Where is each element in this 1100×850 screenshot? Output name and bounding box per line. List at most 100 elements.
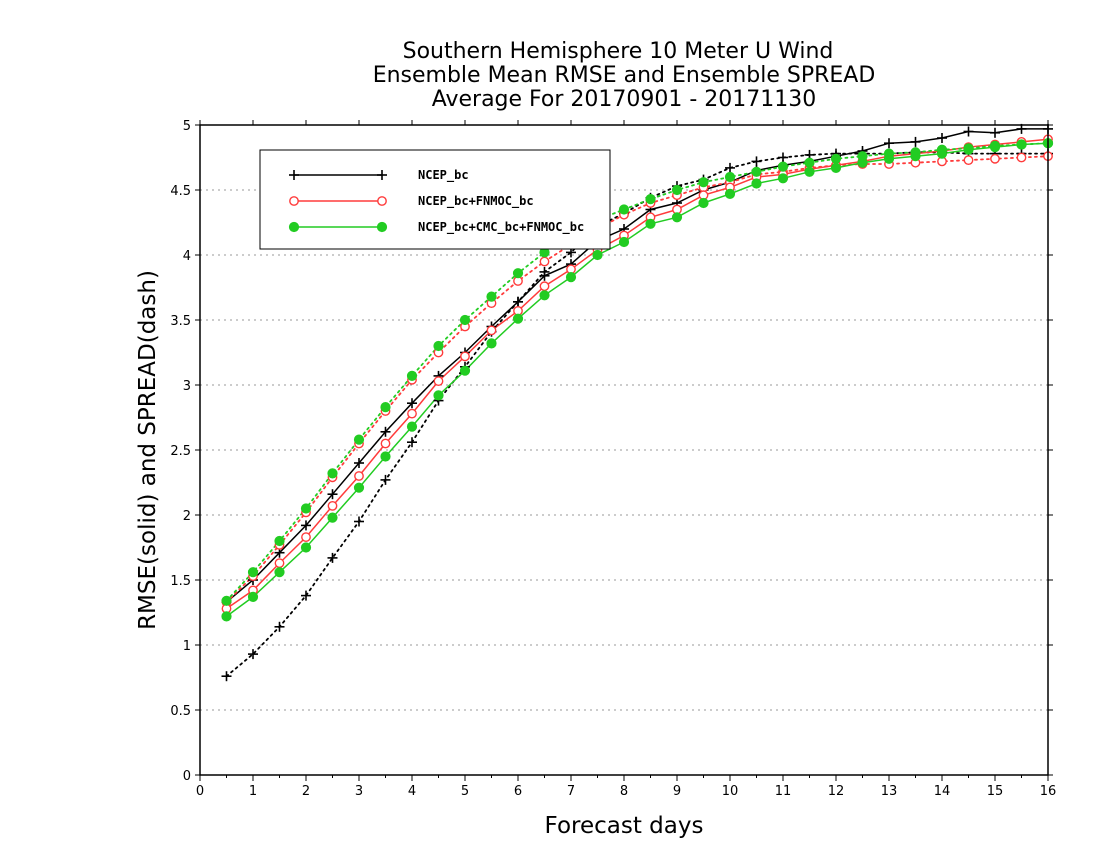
y-tick-label: 4 <box>183 249 191 264</box>
series-ncep-bc-cmc-bc-fnmoc-bc-spread-point <box>486 291 497 302</box>
series-ncep-bc-cmc-bc-fnmoc-bc-rmse-point <box>936 148 948 159</box>
series-ncep-bc-cmc-bc-fnmoc-bc-rmse-point <box>883 153 895 164</box>
series-ncep-bc-fnmoc-bc-spread-point <box>963 155 974 166</box>
series-ncep-bc-cmc-bc-fnmoc-bc-rmse-point <box>433 390 444 401</box>
series-ncep-bc-cmc-bc-fnmoc-bc-rmse-point <box>512 313 524 324</box>
y-tick-label: 0.5 <box>170 704 191 719</box>
x-tick-label: 14 <box>934 784 951 799</box>
axis-ticks: 00.511.522.533.544.550 1 2 3 4 5 6 7 8 9 10 11 12 13 1… <box>170 119 1056 799</box>
series-ncep-bc-fnmoc-bc-rmse-point <box>539 281 550 292</box>
series-ncep-bc-cmc-bc-fnmoc-bc-spread-point <box>459 314 471 326</box>
x-tick-label: 0 <box>196 784 204 799</box>
series-ncep-bc-cmc-bc-fnmoc-bc-rmse-point <box>724 188 736 199</box>
series-ncep-bc-cmc-bc-fnmoc-bc-rmse-point <box>618 236 630 248</box>
series-ncep-bc-cmc-bc-fnmoc-bc-spread-point <box>274 535 285 547</box>
series-ncep-bc-rmse-point <box>937 133 947 143</box>
series-ncep-bc-spread-point <box>274 621 285 632</box>
series-ncep-bc-cmc-bc-fnmoc-bc-rmse-point <box>1016 139 1027 150</box>
series-ncep-bc-fnmoc-bc-rmse-point <box>301 532 311 542</box>
series-ncep-bc-cmc-bc-fnmoc-bc-spread-point <box>618 204 630 215</box>
legend-marker <box>377 196 387 206</box>
series-ncep-bc-cmc-bc-fnmoc-bc-rmse-point <box>459 365 471 376</box>
series-ncep-bc-cmc-bc-fnmoc-bc-rmse-point <box>989 142 1001 153</box>
y-tick-label: 4.5 <box>170 184 191 199</box>
series-ncep-bc-rmse-point <box>910 136 921 147</box>
grid-lines <box>200 189 1048 711</box>
x-tick-label: 16 <box>1040 784 1057 799</box>
series-ncep-bc-cmc-bc-fnmoc-bc-spread-point <box>512 268 524 279</box>
x-tick-label: 4 <box>408 784 416 799</box>
series-ncep-bc-spread-point <box>301 590 311 601</box>
series-ncep-bc-cmc-bc-fnmoc-bc-rmse-point <box>486 338 497 349</box>
series-ncep-bc-cmc-bc-fnmoc-bc-spread-point <box>221 595 232 606</box>
series-ncep-bc-cmc-bc-fnmoc-bc-spread-point <box>433 340 444 352</box>
series-ncep-bc-fnmoc-bc-rmse-point <box>407 408 417 419</box>
x-tick-label: 6 <box>514 784 522 799</box>
series-ncep-bc-cmc-bc-fnmoc-bc-rmse-point <box>380 451 391 462</box>
y-tick-label: 5 <box>183 119 191 134</box>
legend-marker <box>288 221 300 233</box>
legend-marker <box>377 170 387 180</box>
series-ncep-bc-cmc-bc-fnmoc-bc-rmse-point <box>592 249 603 261</box>
x-tick-label: 9 <box>673 784 681 799</box>
x-tick-label: 5 <box>461 784 469 799</box>
series-ncep-bc-fnmoc-bc-spread-point <box>1016 152 1027 163</box>
series-ncep-bc-cmc-bc-fnmoc-bc-spread-point <box>724 171 736 183</box>
legend-marker <box>376 221 388 233</box>
series-ncep-bc-cmc-bc-fnmoc-bc-spread-point <box>751 166 762 177</box>
series-ncep-bc-cmc-bc-fnmoc-bc-spread-point <box>406 370 418 381</box>
x-tick-label: 7 <box>567 784 575 799</box>
legend-label: NCEP_bc+FNMOC_bc <box>418 194 534 209</box>
x-axis-label: Forecast days <box>545 813 704 839</box>
legend-entry: NCEP_bc+CMC_bc+FNMOC_bc <box>288 220 584 235</box>
series-ncep-bc-rmse-point <box>301 520 311 531</box>
series-ncep-bc-cmc-bc-fnmoc-bc-rmse-point <box>221 611 232 622</box>
x-tick-label: 11 <box>775 784 792 799</box>
series-ncep-bc-cmc-bc-fnmoc-bc-rmse-point <box>645 218 656 229</box>
legend-label: NCEP_bc+CMC_bc+FNMOC_bc <box>418 220 584 235</box>
series-ncep-bc-fnmoc-bc-rmse-point <box>460 351 470 362</box>
series-ncep-bc-spread-point <box>354 516 364 527</box>
x-tick-label: 13 <box>881 784 898 799</box>
series-ncep-bc-cmc-bc-fnmoc-bc-rmse-point <box>406 421 418 432</box>
series-ncep-bc-cmc-bc-fnmoc-bc-rmse-point <box>830 162 842 173</box>
x-tick-label: 3 <box>355 784 363 799</box>
series-ncep-bc-fnmoc-bc-rmse-point <box>354 471 364 481</box>
series-ncep-bc-fnmoc-bc-spread-point <box>990 153 1000 164</box>
chart-title-line-1: Southern Hemisphere 10 Meter U Wind <box>403 39 834 64</box>
series-ncep-bc-cmc-bc-fnmoc-bc-rmse-point <box>857 157 868 168</box>
series-ncep-bc-cmc-bc-fnmoc-bc-rmse-point <box>353 482 365 493</box>
y-tick-label: 1.5 <box>170 574 191 589</box>
series-ncep-bc-rmse-point <box>884 138 894 149</box>
series-ncep-bc-cmc-bc-fnmoc-bc-spread-point <box>698 177 709 188</box>
series-ncep-bc-rmse-point <box>354 458 364 468</box>
series-ncep-bc-rmse-point <box>513 296 523 307</box>
series-ncep-bc-cmc-bc-fnmoc-bc-spread-point <box>353 434 365 445</box>
series-ncep-bc-rmse-point <box>327 489 338 500</box>
series-ncep-bc-spread-point <box>751 156 762 167</box>
y-tick-label: 0 <box>183 769 191 784</box>
series-ncep-bc-cmc-bc-fnmoc-bc-spread-point <box>300 503 312 514</box>
x-tick-label: 8 <box>620 784 628 799</box>
series-ncep-bc-cmc-bc-fnmoc-bc-rmse-point <box>777 173 789 184</box>
series-ncep-bc-rmse-point <box>963 126 974 137</box>
x-tick-label: 12 <box>828 784 845 799</box>
series-ncep-bc-cmc-bc-fnmoc-bc-spread-point <box>327 468 338 479</box>
plot-frame <box>199 124 1049 776</box>
legend-entry: NCEP_bc+FNMOC_bc <box>289 194 534 209</box>
series-ncep-bc-fnmoc-bc-rmse-point <box>380 438 391 449</box>
x-tick-label: 2 <box>302 784 310 799</box>
legend: NCEP_bc NCEP_bc+FNMOC_bc NCEP_bc+CMC_bc+FN… <box>259 149 611 250</box>
series-ncep-bc-cmc-bc-fnmoc-bc-spread-point <box>645 194 656 205</box>
series-ncep-bc-cmc-bc-fnmoc-bc-rmse-point <box>751 178 762 189</box>
series-ncep-bc-cmc-bc-fnmoc-bc-spread-point <box>247 567 259 578</box>
x-tick-label: 1 <box>249 784 257 799</box>
legend-label: NCEP_bc <box>418 168 469 183</box>
series-ncep-bc-cmc-bc-fnmoc-bc-rmse-point <box>274 567 285 578</box>
series-ncep-bc-fnmoc-bc-rmse-point <box>433 376 444 386</box>
series-ncep-bc-spread-point <box>407 437 417 448</box>
series-ncep-bc-cmc-bc-fnmoc-bc-rmse-point <box>539 290 550 301</box>
series-ncep-bc-cmc-bc-fnmoc-bc-spread-point <box>777 161 789 172</box>
series-ncep-bc-cmc-bc-fnmoc-bc-rmse-point <box>247 591 259 603</box>
